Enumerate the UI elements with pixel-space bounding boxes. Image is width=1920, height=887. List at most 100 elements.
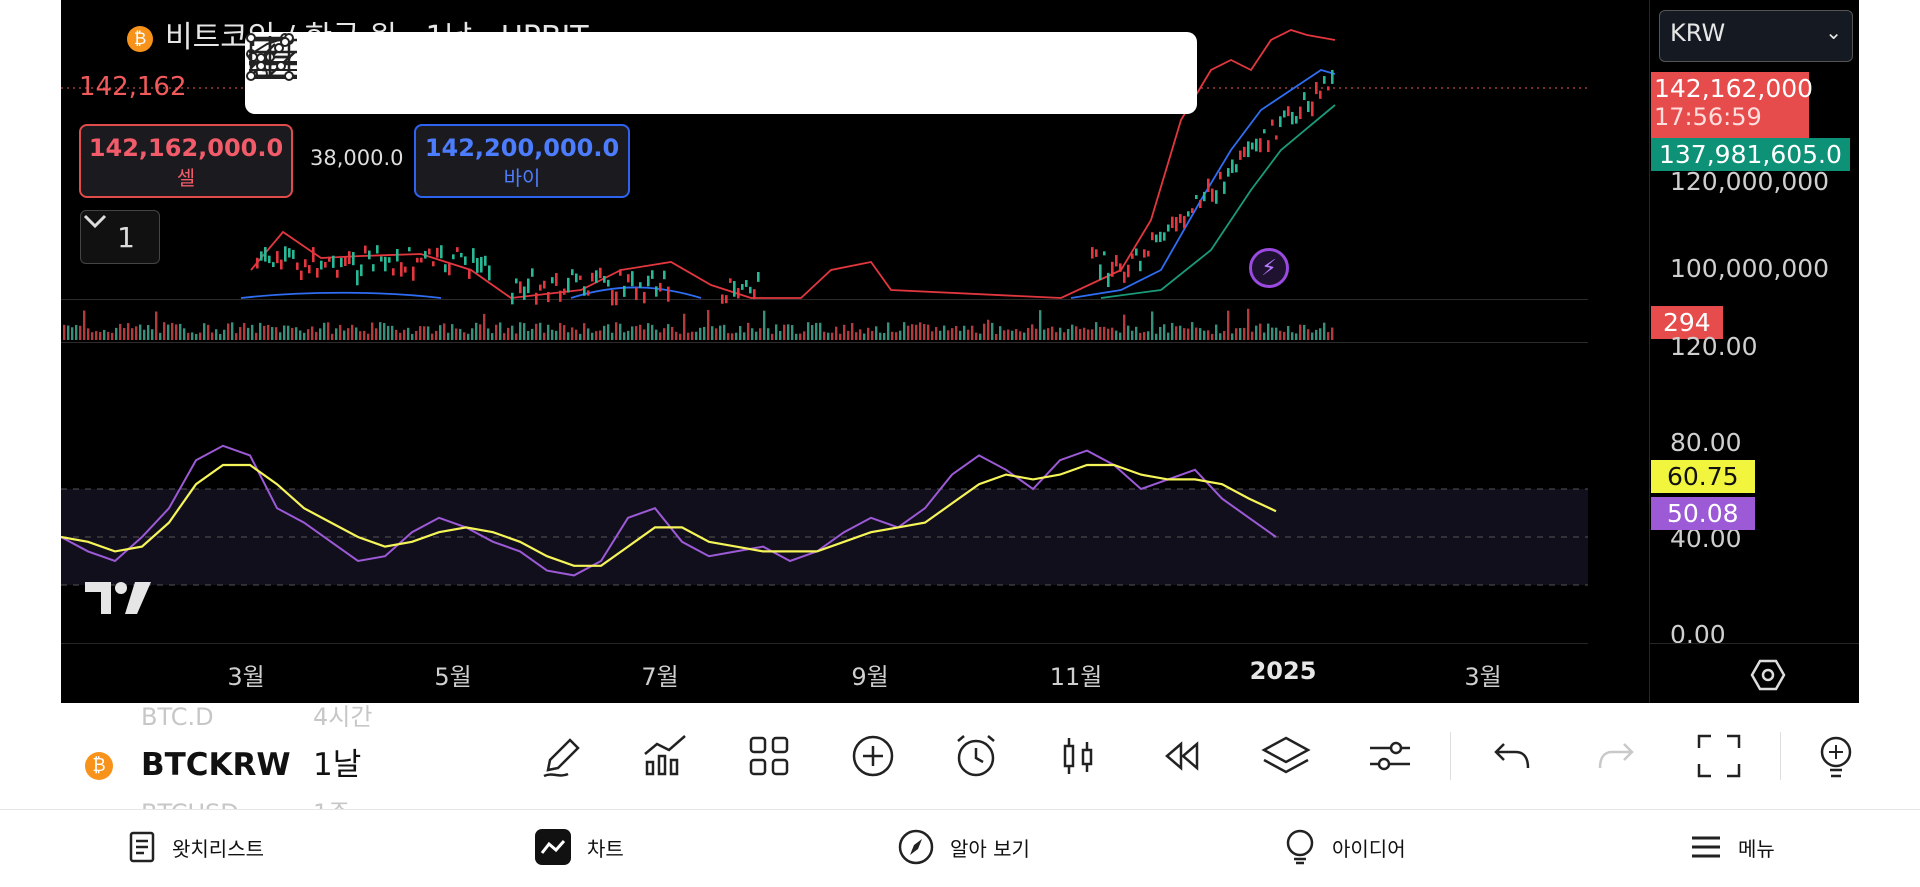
- volume-bar: [1059, 327, 1062, 340]
- candle-type-icon[interactable]: [1051, 728, 1107, 784]
- path-icon[interactable]: [250, 32, 1172, 114]
- alert-icon[interactable]: [948, 728, 1004, 784]
- volume-bar: [435, 330, 438, 340]
- last-price-tag: 142,162,000 17:56:59: [1651, 72, 1813, 138]
- volume-bar: [627, 330, 630, 340]
- price-candle: [1263, 129, 1266, 134]
- volume-bar: [1179, 325, 1182, 340]
- tab-ideas[interactable]: 아이디어: [1284, 822, 1406, 872]
- price-candle: [555, 273, 558, 286]
- volume-bar: [1143, 332, 1146, 340]
- indicators-collapse-button[interactable]: 1: [80, 210, 160, 264]
- symbol-item[interactable]: BTC.D 4시간: [85, 703, 372, 732]
- price-candle: [559, 290, 562, 302]
- buy-button[interactable]: 142,200,000.0 바이: [414, 124, 630, 198]
- volume-bar: [591, 332, 594, 340]
- redo-icon[interactable]: [1588, 728, 1644, 784]
- volume-bar: [1295, 333, 1298, 340]
- volume-bar: [263, 325, 266, 340]
- undo-icon[interactable]: [1484, 728, 1540, 784]
- vertical-line-icon[interactable]: [265, 32, 929, 114]
- volume-tag: 294: [1651, 306, 1723, 339]
- symbol-picker[interactable]: BTC.D 4시간 BTCKRW 1날 BTCUSD1주: [85, 703, 405, 809]
- trend-angle-icon[interactable]: [250, 32, 605, 114]
- price-candle: [1311, 101, 1314, 117]
- tab-menu[interactable]: 메뉴: [1690, 822, 1775, 872]
- volume-bar: [1075, 326, 1078, 340]
- symbol-item[interactable]: BTCUSD1주: [85, 793, 350, 809]
- price-candle: [651, 270, 654, 279]
- tab-watchlist[interactable]: 왓치리스트: [128, 822, 264, 872]
- volume-bar: [399, 332, 402, 340]
- price-candle: [1167, 224, 1170, 232]
- volume-bar: [795, 333, 798, 340]
- price-candle: [1235, 164, 1238, 173]
- horizontal-line-icon[interactable]: [248, 32, 848, 114]
- price-candle: [547, 291, 550, 303]
- horizontal-ray-icon[interactable]: [249, 32, 443, 114]
- price-candle: [360, 264, 363, 277]
- volume-bar: [1331, 327, 1334, 340]
- price-axis[interactable]: KRW ⌄ 142,162,000 17:56:59 137,981,605.0…: [1649, 0, 1859, 703]
- currency-select[interactable]: KRW ⌄: [1659, 10, 1853, 62]
- text-tool-icon[interactable]: [251, 32, 1010, 114]
- price-candle: [444, 264, 447, 273]
- rectangle-icon[interactable]: [246, 32, 1091, 114]
- layers-icon[interactable]: [1258, 728, 1314, 784]
- time-axis-label: 3월: [227, 663, 265, 691]
- chart-area[interactable]: ₿비트코인 / 한국 원 · 1날 · UPBIT 142,162 ⠿: [61, 0, 1859, 703]
- tradingview-logo: [85, 582, 151, 614]
- volume-bar: [343, 330, 346, 340]
- price-candle: [1303, 92, 1306, 101]
- volume-bar: [1131, 330, 1134, 340]
- volume-bar: [455, 328, 458, 340]
- volume-bar: [251, 324, 254, 340]
- bollinger-upper-line: [250, 29, 1336, 299]
- templates-icon[interactable]: [741, 728, 797, 784]
- tab-explore[interactable]: 알아 보기: [898, 822, 1030, 872]
- tab-chart[interactable]: 차트: [535, 822, 624, 872]
- volume-bar: [659, 332, 662, 340]
- volume-bar: [635, 326, 638, 340]
- settings-hexagon-icon[interactable]: [1750, 657, 1786, 693]
- price-candle: [316, 267, 319, 278]
- indicators-count: 1: [117, 220, 135, 254]
- ideas-icon[interactable]: [1812, 728, 1856, 784]
- price-candle: [757, 272, 760, 282]
- extended-line-icon[interactable]: [248, 32, 767, 114]
- settings-sliders-icon[interactable]: [1362, 728, 1418, 784]
- volume-bar: [207, 324, 210, 340]
- pitchfork-icon[interactable]: [246, 32, 524, 114]
- sell-button[interactable]: 142,162,000.0 셀: [79, 124, 293, 198]
- volume-bar: [1015, 329, 1018, 340]
- fullscreen-icon[interactable]: [1691, 728, 1747, 784]
- draw-icon[interactable]: [534, 728, 590, 784]
- symbol-item-selected[interactable]: BTCKRW 1날: [85, 739, 361, 784]
- price-candle: [296, 262, 299, 270]
- volume-bar: [359, 331, 362, 340]
- rsi-axis-label: 0.00: [1670, 620, 1726, 649]
- volume-bar: [951, 328, 954, 340]
- time-axis-label: 9월: [851, 663, 889, 691]
- volume-bar: [303, 332, 306, 340]
- volume-bar: [411, 333, 414, 340]
- add-icon[interactable]: [845, 728, 901, 784]
- ma-value-tag: 137,981,605.0: [1651, 138, 1850, 171]
- volume-bar: [911, 324, 914, 340]
- volume-bar: [367, 333, 370, 340]
- volume-bar: [347, 328, 350, 340]
- volume-bar: [907, 325, 910, 340]
- volume-bar: [439, 325, 442, 340]
- replay-icon[interactable]: [1155, 728, 1211, 784]
- volume-bar: [719, 325, 722, 340]
- chart-canvas[interactable]: [61, 0, 1588, 703]
- price-candle: [368, 250, 371, 260]
- lightning-icon[interactable]: ⚡: [1249, 248, 1289, 288]
- price-candle: [1131, 253, 1134, 259]
- price-candle: [336, 269, 339, 278]
- volume-bar: [1319, 328, 1322, 340]
- parallel-lines-icon[interactable]: [249, 32, 686, 114]
- volume-bar: [1023, 332, 1026, 340]
- indicators-icon[interactable]: [637, 728, 693, 784]
- price-candle: [1247, 141, 1250, 158]
